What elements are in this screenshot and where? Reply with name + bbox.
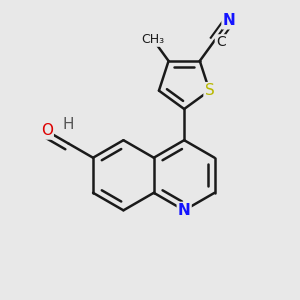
Text: H: H [63, 117, 74, 132]
Text: O: O [41, 124, 53, 139]
Text: S: S [205, 83, 214, 98]
Text: CH₃: CH₃ [141, 33, 164, 46]
Text: C: C [216, 35, 226, 49]
Text: N: N [223, 13, 235, 28]
Text: N: N [178, 203, 190, 218]
